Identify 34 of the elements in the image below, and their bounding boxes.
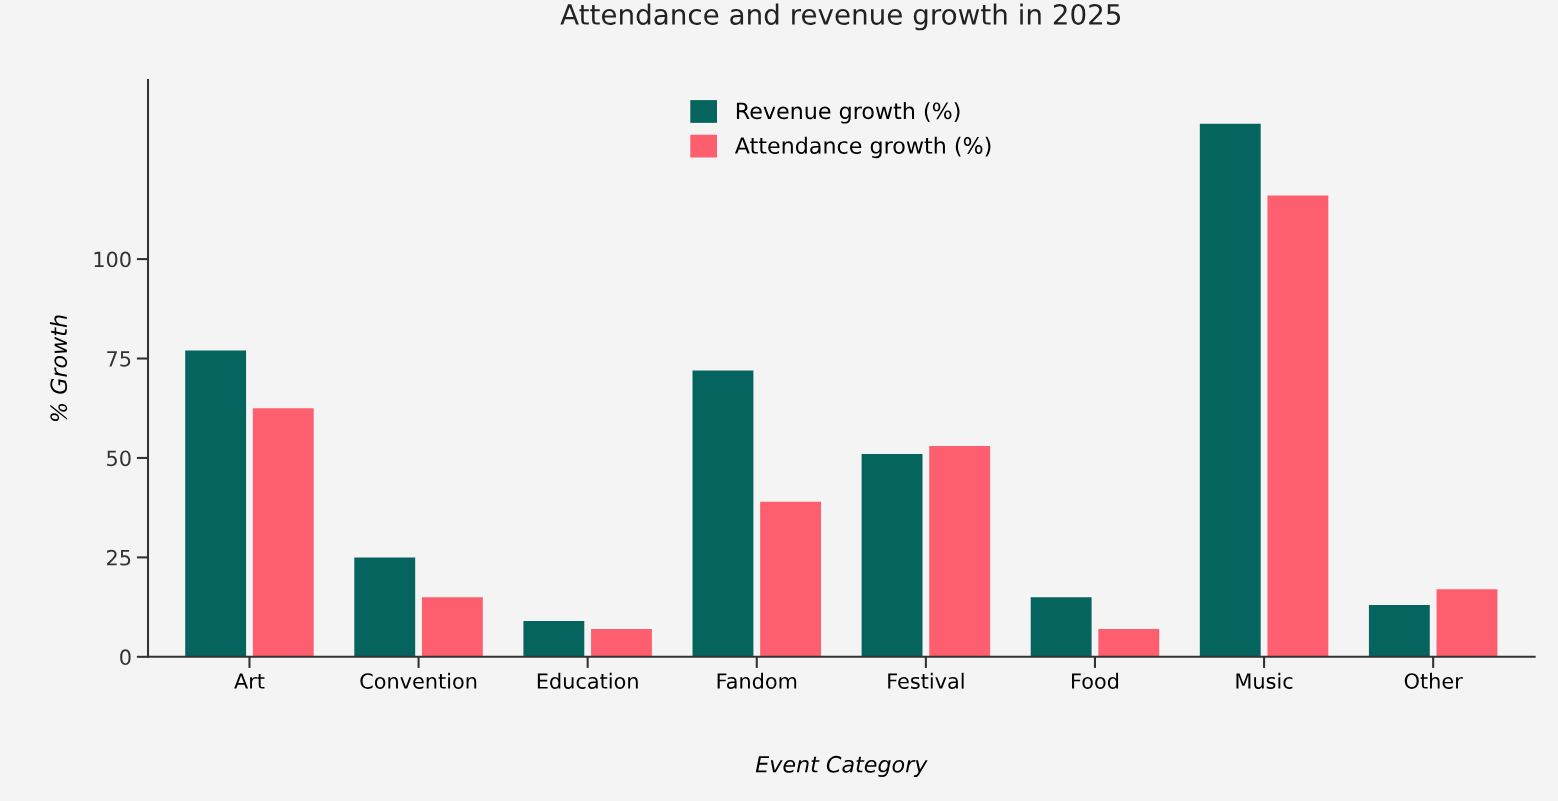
x-tick-label: Art	[234, 673, 265, 689]
bar	[861, 453, 923, 657]
x-tick-label: Food	[1072, 672, 1119, 689]
x-tick-label: Education	[537, 672, 638, 689]
bar	[760, 501, 822, 657]
bar	[1030, 597, 1092, 657]
legend-label: Revenue growth (%)	[736, 102, 960, 124]
x-tick-label: Festival	[888, 672, 964, 689]
legend-label: Attendance growth (%)	[734, 136, 991, 159]
bar	[1098, 628, 1160, 657]
y-axis-title: % Growth	[49, 315, 68, 421]
bar	[523, 621, 585, 657]
x-tick-label: Fandom	[717, 672, 797, 689]
bar	[354, 557, 416, 657]
bar	[692, 370, 754, 657]
bar	[252, 408, 314, 657]
y-tick-label: 0	[120, 649, 131, 666]
x-tick-label: Other	[1404, 672, 1463, 689]
x-axis-title: Event Category	[755, 755, 928, 777]
chart-title: Attendance and revenue growth in 2025	[560, 3, 1121, 31]
x-tick-label: Music	[1236, 672, 1293, 689]
bar	[185, 350, 247, 657]
bar	[591, 628, 652, 657]
y-tick-label: 100	[94, 251, 131, 268]
bar	[1199, 123, 1261, 657]
bar	[1267, 195, 1329, 657]
y-tick-label: 75	[107, 351, 131, 367]
x-tick-label: Convention	[360, 672, 477, 689]
y-tick-label: 50	[107, 450, 131, 467]
bar	[929, 446, 991, 657]
bar	[1436, 589, 1498, 657]
bar	[1368, 605, 1430, 657]
y-tick-label: 25	[107, 549, 131, 566]
bar	[421, 597, 483, 657]
